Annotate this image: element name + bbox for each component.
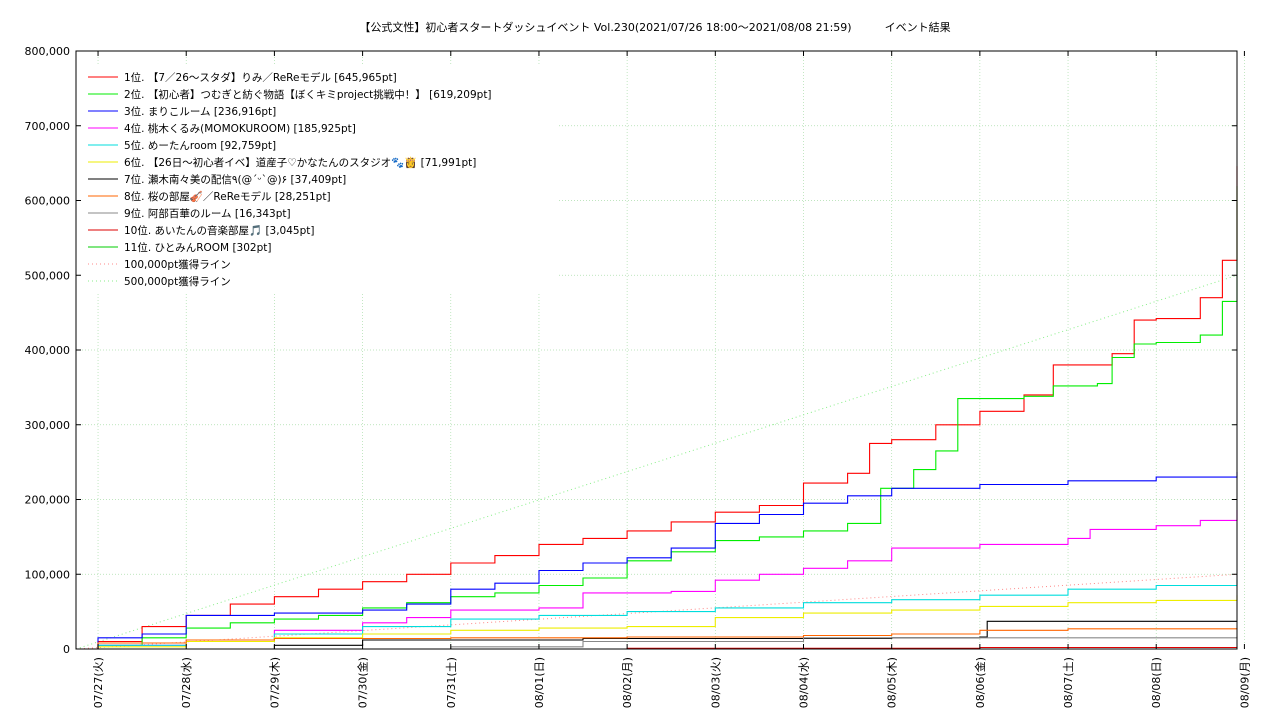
series-line <box>76 510 1238 650</box>
x-tick-label: 08/04(水) <box>798 657 811 708</box>
legend-entry: 2位. 【初心者】つむぎと紡ぐ物語【ぼくキミproject挑戦中！】 [619,… <box>124 88 492 101</box>
y-tick-label: 800,000 <box>25 45 71 58</box>
y-tick-label: 400,000 <box>25 344 71 357</box>
legend-entry: 4位. 桃木くるみ(MOMOKUROOM) [185,925pt] <box>124 122 356 135</box>
legend-entry: 6位. 【26日〜初心者イベ】道産子♡かなたんのスタジオ🐾👸 [71,991pt… <box>124 156 476 169</box>
x-tick-label: 08/06(金) <box>973 657 987 708</box>
series-line <box>76 186 1238 650</box>
x-tick-label: 08/08(日) <box>1150 657 1163 708</box>
series-line <box>76 620 1238 650</box>
x-tick-label: 07/29(木) <box>268 657 281 708</box>
series-line <box>76 627 1238 650</box>
threshold-line <box>75 274 1238 650</box>
y-tick-label: 700,000 <box>25 120 71 133</box>
y-tick-label: 500,000 <box>25 269 71 282</box>
y-tick-label: 600,000 <box>25 195 71 208</box>
axes: 0 100,000 200,000 300,000 400,000 500,000 600,… <box>25 45 1252 708</box>
legend-entry: 8位. 桜の部屋🎻／ReReモデル [28,251pt] <box>124 190 331 203</box>
series-line <box>76 471 1238 650</box>
legend-entry: 11位. ひとみんROOM [302pt] <box>124 241 271 254</box>
legend-entry: 7位. 瀬木南々美の配信٩(@ˊᵕˋ@)۶ [37,409pt] <box>124 173 346 186</box>
x-tick-label: 08/03(火) <box>709 657 722 708</box>
legend-background <box>82 64 557 292</box>
y-tick-label: 0 <box>63 643 70 656</box>
legend-entry: 3位. まりこルーム [236,916pt] <box>124 105 276 118</box>
x-tick-label: 07/31(土) <box>445 657 458 708</box>
y-tick-label: 100,000 <box>25 568 71 581</box>
x-tick-label: 08/02(月) <box>621 657 634 708</box>
x-tick-label: 08/05(木) <box>886 657 899 708</box>
legend-entry: 10位. あいたんの音楽部屋🎵 [3,045pt] <box>124 224 314 237</box>
chart-title: 【公式文性】初心者スタートダッシュイベント Vol.230(2021/07/26… <box>359 20 950 34</box>
x-tick-label: 07/30(金) <box>356 657 370 708</box>
series-line <box>76 595 1238 650</box>
x-tick-label: 08/09(月) <box>1238 657 1251 708</box>
series-lines <box>76 166 1238 650</box>
x-tick-label: 08/07(土) <box>1062 657 1075 708</box>
legend-entry: 9位. 阿部百華のルーム [16,343pt] <box>124 207 291 220</box>
x-tick-label: 07/28(水) <box>180 657 193 708</box>
x-tick-label: 07/27(火) <box>92 657 105 708</box>
legend-entry: 1位. 【7／26〜スタダ】りみ／ReReモデル [645,965pt] <box>124 71 397 84</box>
x-tick-label: 08/01(日) <box>533 657 546 708</box>
series-line <box>76 166 1238 650</box>
y-tick-label: 200,000 <box>25 494 71 507</box>
y-tick-label: 300,000 <box>25 419 71 432</box>
legend-entry: 100,000pt獲得ライン <box>124 258 231 271</box>
legend-entry: 5位. めーたんroom [92,759pt] <box>124 139 276 152</box>
reference-lines <box>75 274 1238 650</box>
legend: 1位. 【7／26〜スタダ】りみ／ReReモデル [645,965pt] 2位. … <box>82 64 557 292</box>
legend-entry: 500,000pt獲得ライン <box>124 275 231 288</box>
